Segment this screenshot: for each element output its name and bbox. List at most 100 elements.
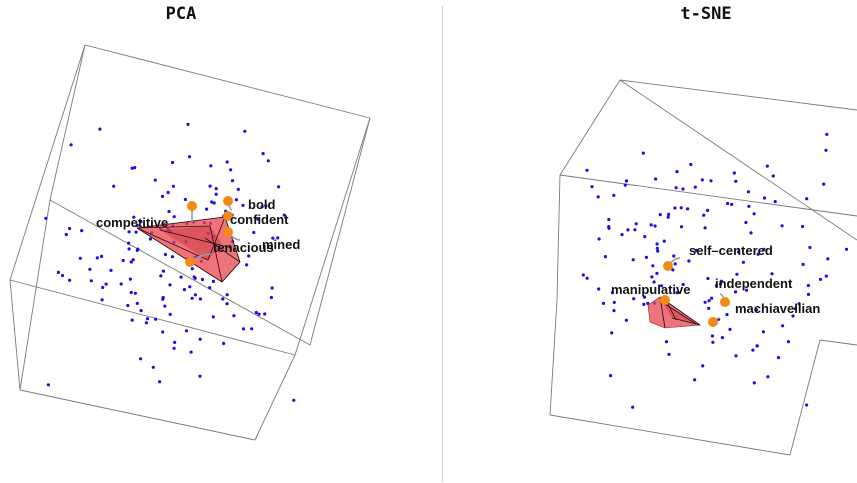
data-point	[762, 196, 767, 200]
data-point	[701, 364, 705, 368]
data-point	[631, 405, 635, 409]
highlight-point	[223, 196, 233, 206]
data-point	[818, 277, 823, 281]
data-point	[56, 270, 61, 274]
highlight-point	[187, 201, 197, 211]
data-point	[135, 301, 139, 305]
data-point	[706, 276, 710, 281]
data-point	[624, 179, 629, 183]
data-point	[211, 315, 215, 319]
data-point	[655, 271, 659, 275]
data-point	[673, 262, 677, 266]
data-point	[641, 151, 645, 155]
panel-divider	[442, 6, 443, 482]
data-point	[282, 213, 286, 217]
data-point	[720, 336, 725, 340]
data-point	[264, 204, 268, 208]
data-point	[632, 297, 636, 301]
box-edge	[254, 354, 296, 441]
data-point	[607, 225, 611, 229]
data-point	[276, 236, 280, 240]
word-label: confident	[230, 212, 289, 227]
data-point	[101, 285, 105, 290]
data-point	[127, 247, 131, 251]
box-edge	[84, 44, 371, 119]
data-point	[144, 321, 148, 325]
box-edge	[549, 299, 558, 416]
data-point	[681, 282, 685, 287]
data-point	[187, 155, 192, 159]
data-point	[190, 267, 194, 271]
data-point	[44, 216, 48, 220]
data-point	[700, 178, 704, 182]
data-point	[755, 344, 759, 348]
data-point	[127, 230, 131, 234]
data-point	[711, 340, 715, 344]
hull-edge	[136, 227, 209, 261]
highlight-point	[660, 295, 670, 305]
data-point	[260, 205, 264, 209]
data-point	[139, 309, 143, 313]
data-point	[610, 291, 615, 295]
data-point	[730, 202, 734, 206]
data-point	[270, 286, 274, 290]
data-point	[694, 248, 698, 252]
data-point	[702, 213, 706, 217]
data-point	[703, 226, 707, 230]
data-point	[166, 190, 170, 195]
box-edge	[559, 79, 621, 176]
data-point	[672, 254, 676, 258]
word-label: tenacious	[213, 240, 274, 255]
data-point	[671, 268, 675, 272]
data-point	[134, 230, 138, 234]
data-point	[623, 183, 627, 187]
data-point	[80, 229, 84, 233]
data-point	[131, 258, 135, 262]
data-point	[46, 383, 51, 387]
data-point	[232, 314, 236, 318]
data-point	[212, 201, 216, 205]
data-point	[707, 306, 711, 310]
box-edge	[9, 279, 296, 356]
data-point	[725, 313, 729, 317]
highlight-point	[720, 297, 730, 307]
pca-points	[44, 122, 296, 402]
word-label: independent	[715, 276, 793, 291]
box-edge	[789, 339, 821, 456]
data-point	[261, 152, 265, 156]
data-point	[153, 178, 157, 182]
data-point	[771, 174, 775, 178]
hull-edge	[159, 229, 233, 249]
data-point	[139, 357, 143, 361]
data-point	[245, 263, 249, 267]
box-edge	[19, 389, 256, 441]
data-point	[229, 168, 233, 172]
data-point	[655, 242, 659, 246]
data-point	[644, 255, 649, 259]
data-point	[752, 212, 756, 216]
data-point	[666, 215, 670, 219]
data-point	[797, 302, 801, 306]
highlight-point	[223, 227, 233, 237]
data-point	[761, 330, 766, 334]
hull-face-inner	[160, 226, 222, 260]
data-point	[714, 284, 719, 288]
data-point	[755, 308, 759, 312]
data-point	[706, 208, 710, 212]
data-point	[241, 203, 245, 207]
data-point	[151, 365, 155, 369]
data-point	[121, 258, 125, 263]
data-point	[710, 334, 715, 338]
highlight-point	[223, 211, 233, 221]
data-point	[709, 179, 713, 183]
data-point	[646, 301, 650, 305]
data-point	[112, 184, 116, 188]
box-edge	[49, 44, 86, 201]
data-point	[597, 287, 601, 291]
data-point	[163, 252, 167, 257]
hull-edge	[209, 225, 223, 283]
data-point	[133, 291, 137, 295]
data-point	[184, 329, 189, 333]
data-point	[257, 312, 261, 316]
